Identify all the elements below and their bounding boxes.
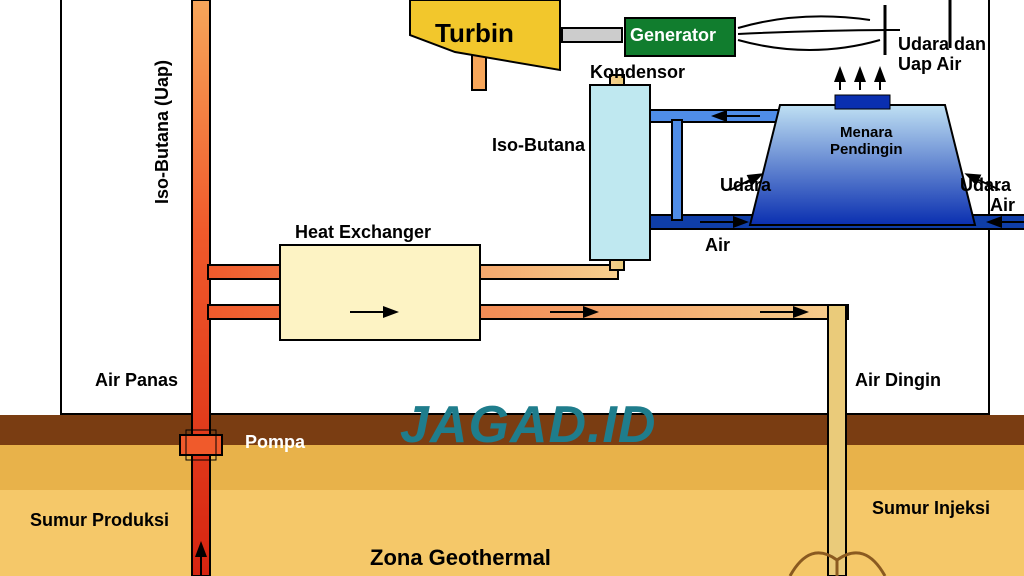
- geothermal-diagram: Iso-Butana (Uap) Turbin Generator Konden…: [0, 0, 1024, 576]
- label-air-inlet: Air: [990, 195, 1015, 216]
- label-kondensor: Kondensor: [590, 62, 685, 83]
- label-air-panas: Air Panas: [95, 370, 178, 391]
- label-turbin: Turbin: [435, 18, 514, 49]
- label-udara-uap: Udara danUap Air: [898, 35, 986, 75]
- label-zona-geothermal: Zona Geothermal: [370, 545, 551, 571]
- label-menara: MenaraPendingin: [830, 125, 903, 158]
- label-heat-exchanger: Heat Exchanger: [295, 222, 431, 243]
- label-pompa: Pompa: [245, 432, 305, 453]
- watermark: JAGAD.ID: [400, 395, 656, 455]
- label-sumur-produksi: Sumur Produksi: [30, 510, 169, 531]
- label-generator: Generator: [630, 25, 716, 46]
- label-sumur-injeksi: Sumur Injeksi: [872, 498, 990, 519]
- label-iso-butana-uap: Iso-Butana (Uap): [152, 60, 173, 204]
- label-udara-right: Udara: [960, 175, 1011, 196]
- label-iso-butana: Iso-Butana: [492, 135, 585, 156]
- label-udara-left: Udara: [720, 175, 771, 196]
- label-air-dingin: Air Dingin: [855, 370, 941, 391]
- label-air-loop: Air: [705, 235, 730, 256]
